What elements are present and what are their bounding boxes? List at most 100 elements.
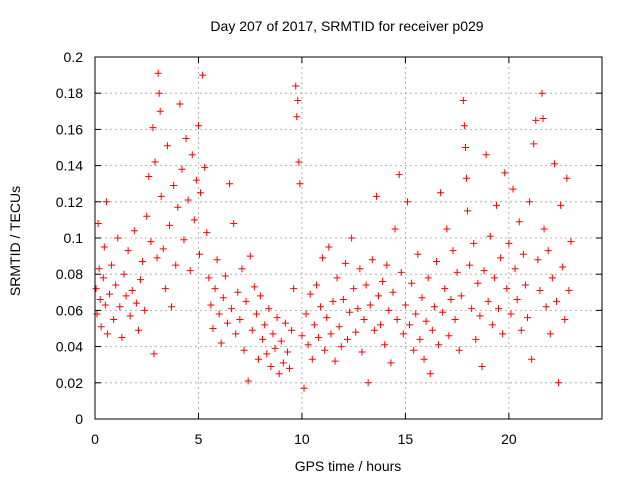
y-tick-labels: 0 0.02 0.04 0.06 0.08 0.1 0.12 0.14 0.16 0.18 0.2 — [56, 49, 83, 427]
data-point — [451, 315, 459, 323]
data-point — [368, 256, 376, 264]
data-point — [290, 285, 298, 293]
data-point — [96, 296, 104, 304]
data-point — [354, 305, 362, 313]
data-point — [223, 319, 231, 327]
data-points — [92, 69, 575, 392]
data-point — [426, 370, 434, 378]
data-point — [507, 310, 515, 318]
data-point — [201, 163, 209, 171]
data-point — [180, 236, 188, 244]
data-point — [116, 303, 124, 311]
data-point — [470, 239, 478, 247]
data-point — [157, 192, 165, 200]
data-point — [468, 305, 476, 313]
data-point — [114, 234, 122, 242]
data-point — [538, 89, 546, 97]
data-point — [308, 355, 316, 363]
data-point — [528, 355, 536, 363]
data-point — [99, 274, 107, 282]
data-point — [462, 174, 470, 182]
data-point — [302, 310, 310, 318]
y-tick-label: 0.16 — [56, 121, 83, 137]
data-point — [439, 308, 447, 316]
data-point — [254, 355, 262, 363]
data-point — [540, 225, 548, 233]
data-point — [397, 268, 405, 276]
data-point — [134, 326, 142, 334]
data-point — [497, 254, 505, 262]
data-point — [472, 335, 480, 343]
data-point — [156, 107, 164, 115]
data-point — [194, 122, 202, 130]
data-point — [430, 303, 438, 311]
data-point — [182, 134, 190, 142]
y-tick-label: 0.1 — [64, 230, 84, 246]
data-point — [526, 198, 534, 206]
data-point — [108, 261, 116, 269]
data-point — [455, 346, 463, 354]
data-point — [552, 297, 560, 305]
data-point — [240, 346, 248, 354]
data-point — [563, 174, 571, 182]
data-point — [478, 363, 486, 371]
data-point — [536, 286, 544, 294]
data-point — [141, 306, 149, 314]
x-tick-label: 15 — [398, 431, 414, 447]
data-point — [348, 234, 356, 242]
data-point — [480, 267, 488, 275]
data-point — [238, 265, 246, 273]
data-point — [275, 370, 283, 378]
x-tick-label: 10 — [294, 431, 310, 447]
data-point — [209, 325, 217, 332]
data-point — [445, 332, 453, 340]
data-point — [555, 379, 563, 387]
data-point — [234, 288, 242, 296]
data-point — [559, 263, 567, 271]
data-point — [352, 328, 360, 336]
data-point — [205, 274, 213, 282]
data-point — [461, 144, 469, 151]
data-point — [159, 245, 167, 253]
data-point — [153, 254, 161, 262]
data-point — [449, 247, 457, 255]
data-point — [372, 192, 380, 200]
data-point — [279, 359, 287, 367]
data-point — [530, 140, 538, 148]
data-point — [474, 279, 482, 287]
data-point — [176, 100, 184, 108]
data-point — [358, 348, 366, 356]
data-point — [542, 303, 550, 311]
data-point — [94, 220, 102, 228]
data-point — [244, 377, 252, 385]
data-point — [242, 297, 250, 305]
data-point — [441, 285, 449, 293]
y-tick-label: 0.02 — [56, 375, 83, 391]
data-point — [362, 281, 370, 289]
data-point — [544, 247, 552, 255]
data-point — [145, 172, 153, 180]
data-point — [532, 116, 540, 124]
data-point — [546, 330, 554, 338]
y-tick-label: 0.12 — [56, 194, 83, 210]
data-point — [385, 306, 393, 314]
data-point — [292, 82, 300, 90]
data-point — [250, 283, 258, 291]
data-point — [110, 315, 118, 323]
data-point — [424, 274, 432, 282]
data-point — [488, 321, 496, 329]
data-point — [306, 290, 314, 298]
data-point — [495, 305, 503, 313]
data-point — [501, 169, 509, 177]
data-point — [261, 321, 269, 329]
data-point — [112, 281, 120, 289]
data-point — [211, 285, 219, 293]
data-point — [557, 201, 565, 209]
data-point — [437, 189, 445, 197]
data-point — [265, 305, 273, 313]
data-point — [154, 69, 162, 77]
data-point — [410, 346, 418, 354]
data-point — [550, 160, 558, 168]
